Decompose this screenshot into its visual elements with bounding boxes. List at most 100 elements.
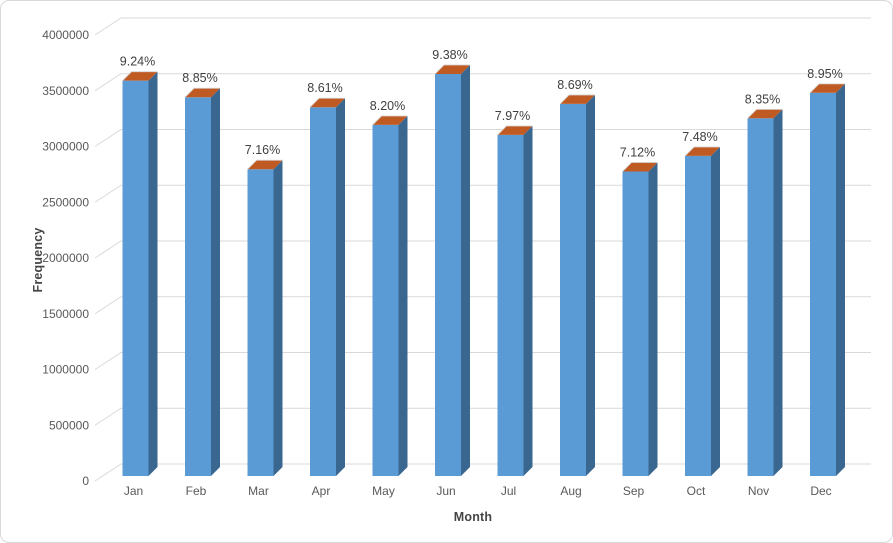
bar-side-face (523, 125, 533, 476)
y-tick-label: 500000 (49, 418, 89, 432)
bar-oct[interactable] (684, 146, 720, 476)
bar-top-face (372, 115, 408, 125)
bar-top-highlight (497, 125, 533, 136)
bar-top-highlight (184, 87, 220, 98)
bar-side-face (648, 162, 658, 476)
gridline (94, 296, 871, 315)
bar-side-face (711, 146, 720, 476)
bar-top-highlight (809, 83, 845, 94)
x-tick-label-sep: Sep (623, 484, 645, 498)
bar-front-face (560, 103, 586, 476)
gridline (94, 184, 871, 203)
bar-side-face (398, 115, 408, 477)
y-tick-label: 4000000 (42, 28, 89, 42)
x-tick-label-feb: Feb (186, 484, 207, 498)
bar-front-face (310, 107, 336, 476)
x-tick-label-apr: Apr (312, 484, 331, 498)
gridline (94, 73, 871, 92)
bar-front-face (685, 155, 711, 476)
bar-front-face (497, 134, 524, 476)
gridline (94, 407, 871, 426)
bar-may[interactable] (372, 115, 408, 477)
bar-top-face (622, 162, 658, 172)
bar-jan[interactable] (122, 71, 158, 476)
bar-side-face (773, 109, 783, 476)
bar-top-face (685, 146, 720, 156)
bar-side-face (836, 83, 845, 477)
bar-top-face (247, 160, 283, 170)
x-tick-label-dec: Dec (810, 484, 831, 498)
x-tick-label-aug: Aug (560, 484, 581, 498)
bar-aug[interactable] (559, 94, 595, 476)
x-tick-label-jul: Jul (501, 484, 516, 498)
bar-dec[interactable] (809, 83, 845, 477)
y-tick-label: 2000000 (42, 251, 89, 265)
gridline (94, 463, 871, 482)
bar-top-face (310, 98, 345, 108)
bar-jul[interactable] (497, 125, 533, 476)
bar-apr[interactable] (309, 97, 345, 476)
bar-top-highlight (434, 64, 470, 75)
y-tick-label: 2500000 (42, 195, 89, 209)
data-label-jul: 7.97% (495, 109, 530, 123)
bar-top-face (122, 71, 158, 81)
bar-top-highlight (247, 159, 283, 170)
bar-front-face (247, 169, 274, 476)
bar-mar[interactable] (247, 159, 283, 476)
x-tick-label-may: May (372, 484, 395, 498)
bar-side-face (586, 94, 595, 476)
y-tick-label: 1000000 (42, 363, 89, 377)
bar-jun[interactable] (434, 64, 470, 476)
bar-side-face (336, 98, 345, 476)
data-label-jun: 9.38% (432, 48, 467, 62)
bar-top-highlight (747, 108, 783, 119)
bar-top-highlight (559, 94, 595, 105)
bar-top-face (185, 88, 220, 98)
bar-sep[interactable] (622, 161, 658, 476)
gridline (94, 129, 871, 147)
bar-feb[interactable] (184, 87, 220, 477)
data-label-may: 8.20% (370, 99, 405, 113)
bar-front-face (185, 97, 211, 477)
gridline (94, 352, 871, 370)
x-axis-title: Month (453, 510, 493, 524)
bar-front-face (810, 92, 836, 477)
bar-nov[interactable] (747, 108, 783, 476)
bar-side-face (211, 88, 220, 477)
bar-top-face (747, 109, 783, 119)
data-label-aug: 8.69% (557, 78, 592, 92)
data-label-mar: 7.16% (245, 143, 280, 157)
bar-front-face (747, 118, 774, 476)
x-tick-label-oct: Oct (687, 484, 706, 498)
y-tick-label: 1500000 (42, 307, 89, 321)
bar-front-face (622, 171, 649, 476)
data-label-dec: 8.95% (807, 67, 842, 81)
gridline (94, 240, 871, 259)
bar-top-face (435, 64, 470, 74)
bar-top-face (497, 125, 533, 135)
x-tick-label-jan: Jan (124, 484, 143, 498)
bar-top-highlight (684, 146, 720, 157)
x-tick-label-jun: Jun (436, 484, 455, 498)
bar-top-highlight (122, 71, 158, 81)
x-tick-label-mar: Mar (248, 484, 269, 498)
bar-front-face (435, 73, 461, 476)
bar-top-highlight (622, 161, 658, 172)
data-label-sep: 7.12% (620, 145, 655, 159)
data-label-jan: 9.24% (120, 55, 155, 69)
bar-front-face (372, 124, 399, 477)
y-axis-title: Frequency (31, 227, 45, 293)
bar-top-face (810, 83, 845, 93)
y-tick-label: 3500000 (42, 84, 89, 98)
bar-side-face (148, 71, 158, 476)
x-tick-label-nov: Nov (748, 484, 769, 498)
y-tick-label: 3000000 (42, 140, 89, 154)
bar-side-face (461, 64, 470, 476)
bar-top-face (560, 94, 595, 104)
bar-top-highlight (372, 115, 408, 126)
gridline (94, 17, 871, 36)
data-label-oct: 7.48% (682, 130, 717, 144)
bar-front-face (122, 80, 149, 476)
data-label-nov: 8.35% (745, 92, 780, 106)
